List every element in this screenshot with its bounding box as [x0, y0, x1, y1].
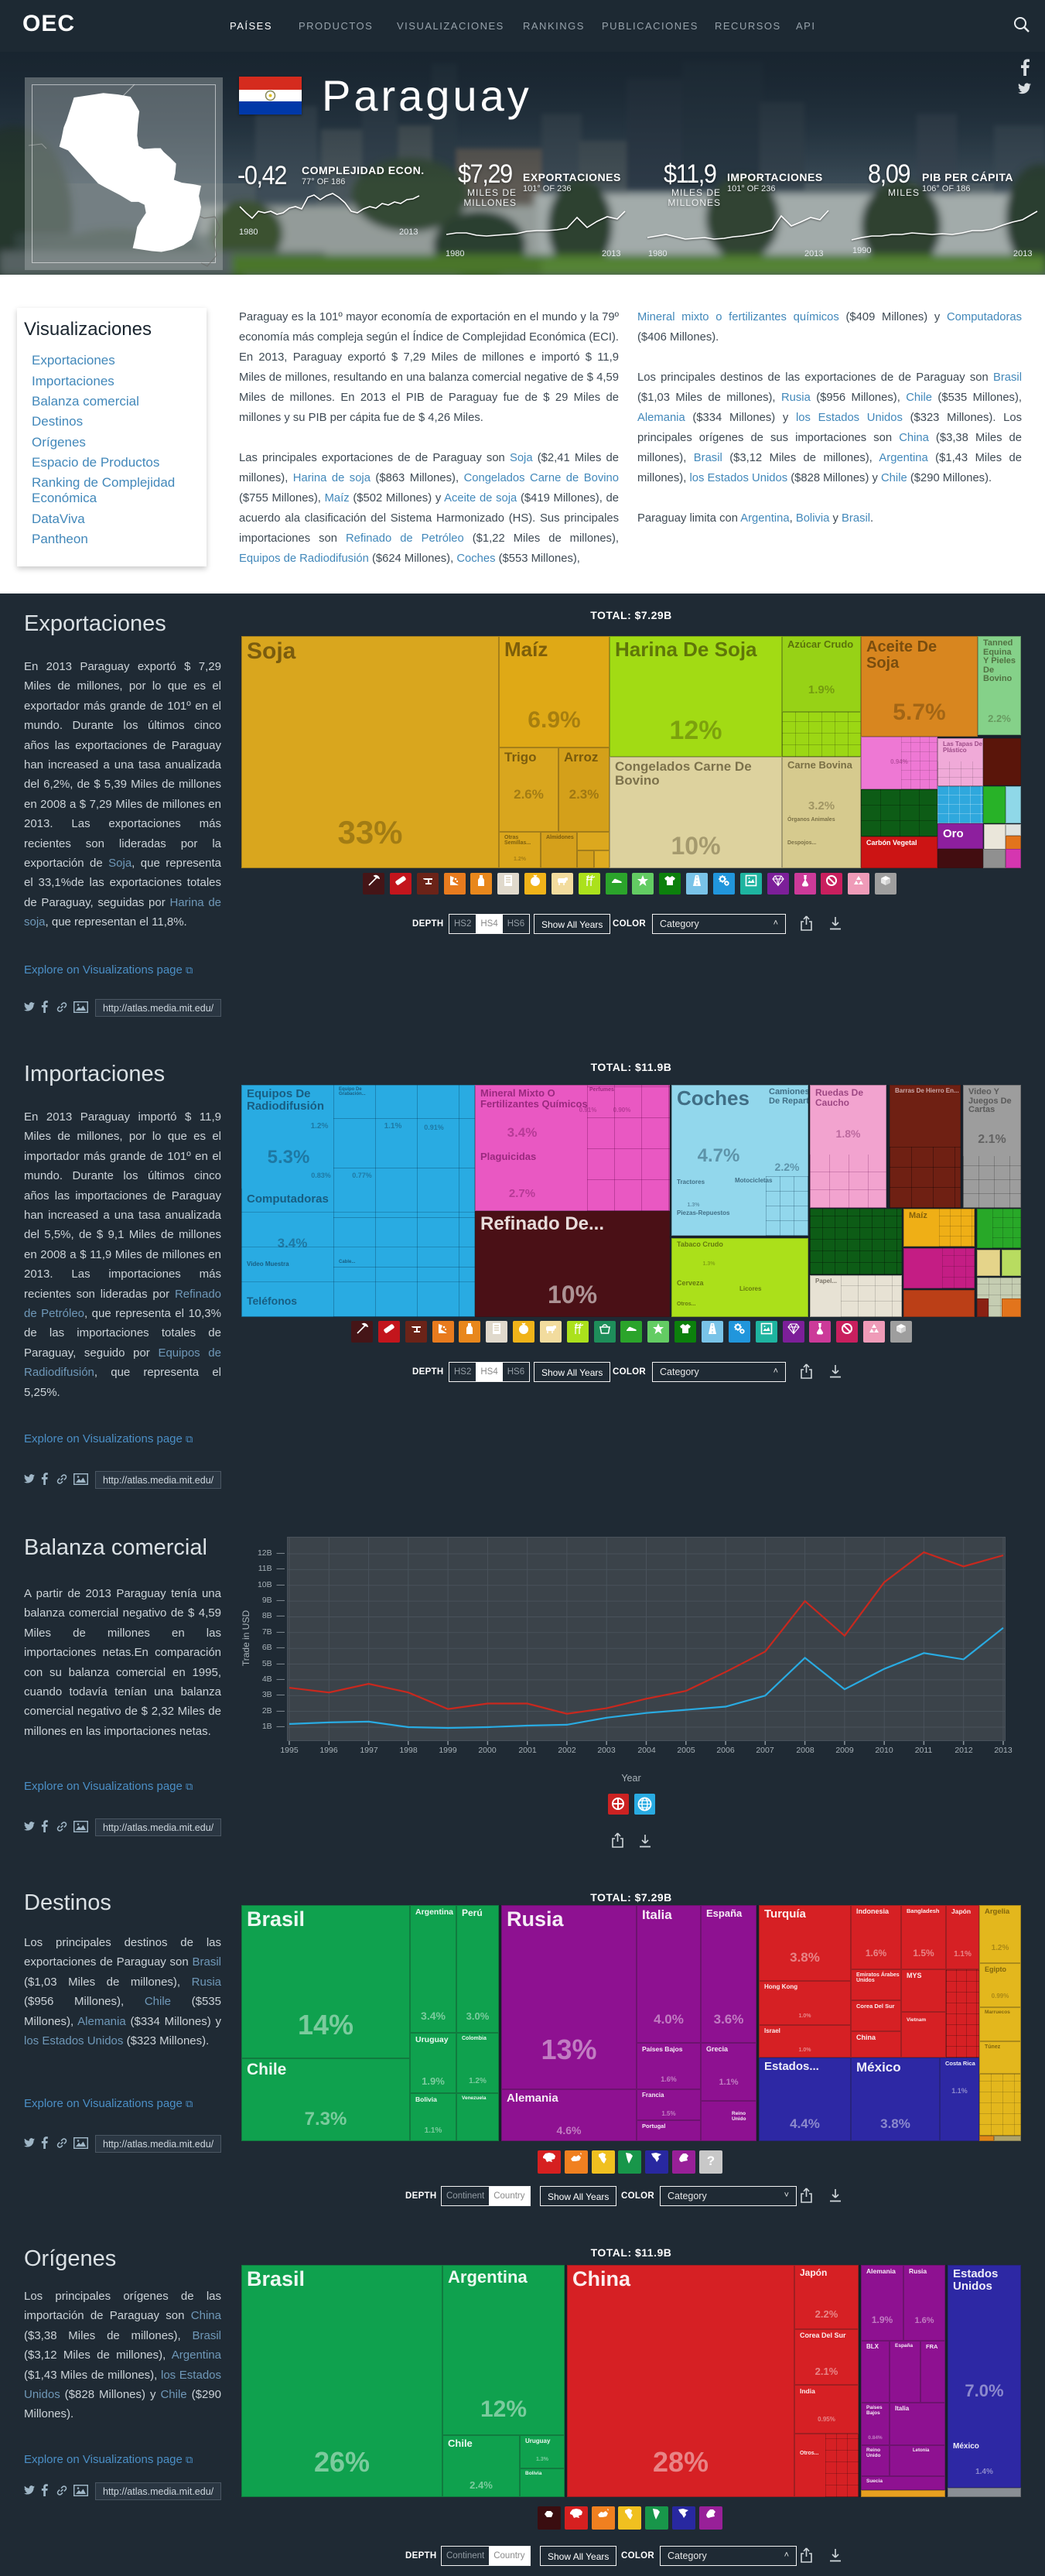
- svg-text:1980: 1980: [446, 249, 464, 258]
- svg-text:1980: 1980: [648, 249, 667, 258]
- svg-text:1980: 1980: [239, 227, 258, 237]
- svg-text:2013: 2013: [804, 249, 823, 258]
- svg-text:1990: 1990: [852, 246, 871, 255]
- svg-text:2013: 2013: [602, 249, 620, 258]
- svg-text:2013: 2013: [399, 227, 418, 237]
- svg-text:2013: 2013: [1013, 249, 1032, 258]
